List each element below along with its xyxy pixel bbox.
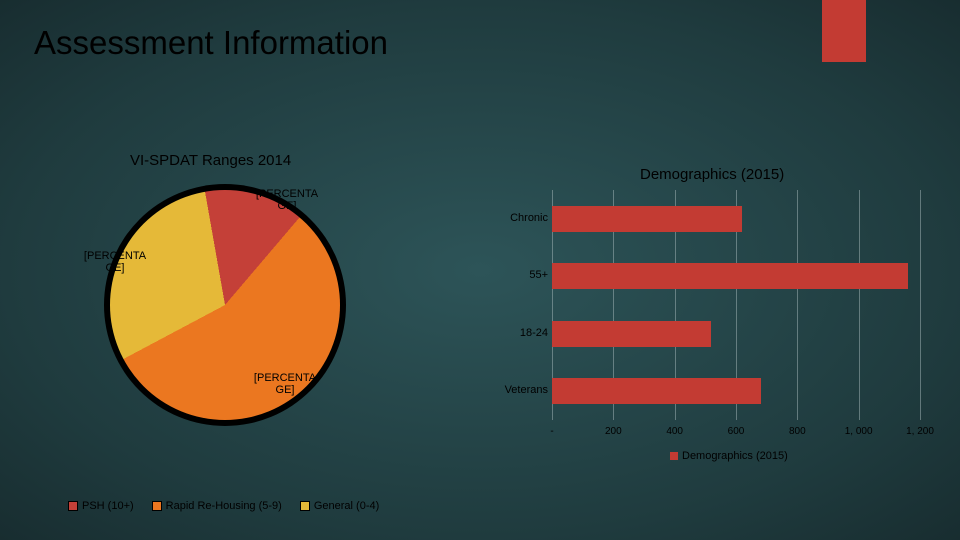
pie-chart-title: VI-SPDAT Ranges 2014: [130, 152, 291, 169]
x-axis-label: 400: [666, 426, 683, 437]
accent-decor: [822, 0, 866, 62]
y-axis-label: 55+: [488, 269, 548, 281]
legend-swatch: [300, 501, 310, 511]
legend-swatch: [670, 452, 678, 460]
x-axis-label: 200: [605, 426, 622, 437]
gridline: [797, 190, 798, 420]
y-axis-label: Chronic: [488, 212, 548, 224]
bar-chart-title: Demographics (2015): [640, 166, 784, 183]
y-axis-label: Veterans: [488, 384, 548, 396]
y-axis-label: 18-24: [488, 327, 548, 339]
legend-label: Rapid Re-Housing (5-9): [166, 500, 282, 512]
bar-chart: Demographics (2015) -2004006008001, 0001…: [490, 190, 930, 450]
legend-item: General (0-4): [300, 500, 379, 512]
pie-legend: PSH (10+) Rapid Re-Housing (5-9) General…: [68, 500, 379, 512]
x-axis-label: 1, 200: [906, 426, 934, 437]
legend-label: Demographics (2015): [682, 450, 788, 462]
gridline: [920, 190, 921, 420]
x-axis-label: 800: [789, 426, 806, 437]
legend-label: General (0-4): [314, 500, 379, 512]
bar-plot-area: [552, 190, 920, 420]
page-title: Assessment Information: [34, 24, 388, 62]
bar: [552, 321, 711, 347]
legend-item: PSH (10+): [68, 500, 134, 512]
pie-slice-label: [PERCENTAGE]: [252, 188, 322, 212]
legend-label: PSH (10+): [82, 500, 134, 512]
legend-swatch: [68, 501, 78, 511]
pie-slice-label: [PERCENTAGE]: [80, 250, 150, 274]
bar: [552, 378, 761, 404]
bar: [552, 263, 908, 289]
gridline: [859, 190, 860, 420]
x-axis-label: 1, 000: [845, 426, 873, 437]
bar: [552, 206, 742, 232]
x-axis-label: 600: [728, 426, 745, 437]
x-axis-label: -: [550, 426, 553, 437]
legend-swatch: [152, 501, 162, 511]
bar-legend: Demographics (2015): [670, 450, 788, 462]
pie-chart: [PERCENTAGE] [PERCENTAGE] [PERCENTAGE]: [110, 190, 340, 420]
pie-slice-label: [PERCENTAGE]: [250, 372, 320, 396]
legend-item: Rapid Re-Housing (5-9): [152, 500, 282, 512]
